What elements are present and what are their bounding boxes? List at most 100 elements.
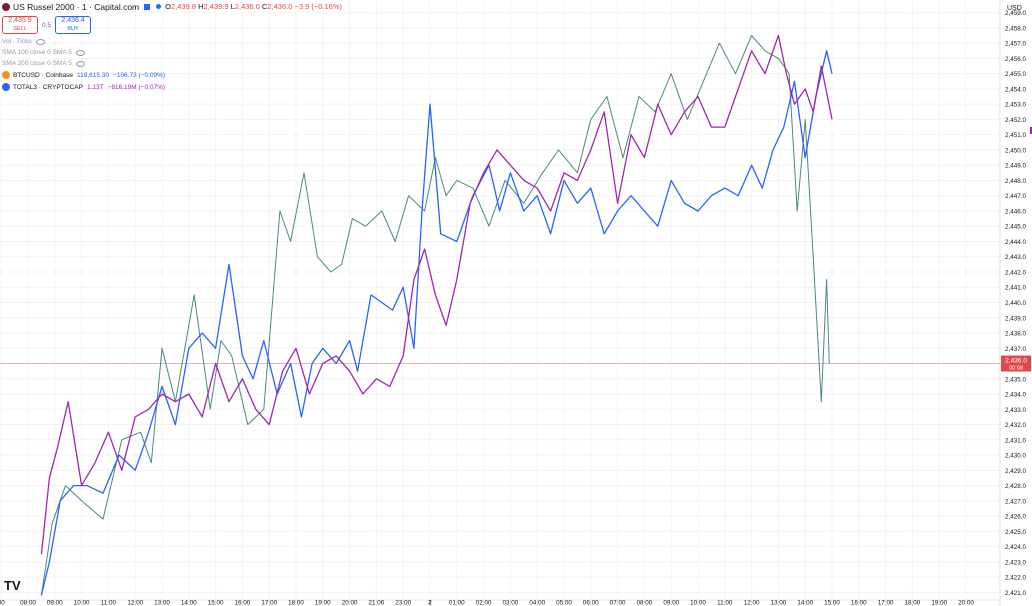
y-tick-label: 2,438.0 (1005, 331, 1027, 338)
y-tick-label: 2,458.0 (1005, 25, 1027, 32)
y-tick-label: 2,443.0 (1005, 254, 1027, 261)
y-tick-label: 2,452.0 (1005, 117, 1027, 124)
eye-icon[interactable] (75, 60, 85, 67)
x-tick-label: 13:00 (771, 600, 787, 606)
y-tick-label: 2,430.0 (1005, 453, 1027, 460)
y-tick-label: 2,424.0 (1005, 544, 1027, 551)
indicator-volume[interactable]: Vol · Ticks (2, 36, 342, 47)
y-tick-label: 2,439.0 (1005, 315, 1027, 322)
y-tick-label: 2,450.0 (1005, 147, 1027, 154)
overlay-total3[interactable]: TOTAL3 · CRYPTOCAP 1.13T −816.19M (−0.07… (2, 81, 342, 93)
y-tick-label: 2,421.0 (1005, 590, 1027, 597)
x-tick-label: 2 (428, 600, 432, 606)
x-tick-label: 23:00 (395, 600, 411, 606)
sell-button[interactable]: 2,435.9 SELL (2, 16, 38, 34)
y-tick-label: 2,448.0 (1005, 178, 1027, 185)
y-tick-label: 2,426.0 (1005, 514, 1027, 521)
trade-buttons: 2,435.9 SELL 0.5 2,436.4 BUY (2, 14, 342, 36)
x-tick-label: 10:00 (690, 600, 706, 606)
indicator-sma-200[interactable]: SMA 200 close 0 SMA 5 (2, 58, 342, 69)
x-tick-label: 14:00 (181, 600, 197, 606)
x-tick-label: 03:00 (503, 600, 519, 606)
x-tick-label: 15:00 (208, 600, 224, 606)
y-tick-label: 2,429.0 (1005, 468, 1027, 475)
tradingview-logo-icon[interactable]: TV (4, 578, 21, 593)
price-tag-value: 2,436.0 (1005, 358, 1027, 365)
y-tick-label: 2,451.0 (1005, 132, 1027, 139)
x-axis: 00 08:00 09:00 10:00 11:00 12:00 13:00 14:00 15:… (0, 600, 974, 606)
x-tick-label: 11:00 (101, 600, 117, 606)
x-tick-label: 17:00 (878, 600, 894, 606)
y-tick-label: 2,442.0 (1005, 269, 1027, 276)
ohlc-values: O2,439.8 H2,439.9 L2,436.0 C2,436.0 −3.9… (165, 2, 343, 11)
market-status-dot-icon (156, 4, 162, 9)
x-tick-label: 01:00 (449, 600, 465, 606)
y-tick-label: 2,435.0 (1005, 376, 1027, 383)
indicator-sma-100[interactable]: SMA 100 close 0 SMA 5 (2, 47, 342, 58)
y-tick-label: 2,454.0 (1005, 86, 1027, 93)
series-line-2 (40, 34, 833, 555)
x-tick-label: 00 (0, 600, 5, 606)
chart-legend: US Russel 2000 · 1 · Capital.com O2,439.… (2, 0, 342, 93)
series-line-0 (40, 35, 830, 596)
x-tick-label: 19:00 (931, 600, 947, 606)
x-tick-label: 16:00 (851, 600, 867, 606)
y-tick-label: 2,456.0 (1005, 56, 1027, 63)
x-tick-label: 12:00 (744, 600, 760, 606)
y-tick-label: 2,432.0 (1005, 422, 1027, 429)
x-tick-label: 17:00 (261, 600, 277, 606)
y-tick-label: 2,444.0 (1005, 239, 1027, 246)
y-axis-label: USD (1007, 5, 1022, 12)
x-tick-label: 04:00 (529, 600, 545, 606)
y-tick-label: 2,441.0 (1005, 285, 1027, 292)
y-tick-label: 2,457.0 (1005, 41, 1027, 48)
overlay-btcusd[interactable]: BTCUSD · Coinbase 119,615.30 −106.73 (−0… (2, 69, 342, 81)
x-tick-label: 07:00 (610, 600, 626, 606)
x-tick-label: 21:06 (369, 600, 385, 606)
x-tick-label: 10:00 (74, 600, 90, 606)
y-tick-label: 2,433.0 (1005, 407, 1027, 414)
x-tick-label: 11:00 (717, 600, 733, 606)
x-tick-label: 12:00 (127, 600, 143, 606)
bitcoin-icon (2, 71, 10, 79)
capital-com-logo-icon (2, 2, 10, 11)
ohlc-change: −3.9 (−0.16%) (294, 2, 343, 11)
y-tick-label: 2,453.0 (1005, 102, 1027, 109)
x-tick-label: 08:00 (20, 600, 36, 606)
y-tick-label: 2,428.0 (1005, 483, 1027, 490)
y-tick-label: 2,447.0 (1005, 193, 1027, 200)
symbol-header: US Russel 2000 · 1 · Capital.com O2,439.… (2, 0, 342, 13)
overlay-scale-marker (1030, 127, 1032, 134)
buy-button[interactable]: 2,436.4 BUY (55, 16, 92, 34)
spread-value: 0.5 (42, 21, 52, 29)
symbol-title[interactable]: US Russel 2000 · 1 · Capital.com (13, 1, 140, 12)
x-tick-label: 13:00 (154, 600, 170, 606)
x-tick-label: 20:00 (342, 600, 358, 606)
x-tick-label: 08:00 (637, 600, 653, 606)
price-tag-time: 00:08 (1009, 366, 1023, 372)
price-tag: 2,436.0 00:08 (1001, 355, 1031, 372)
eye-icon[interactable] (35, 38, 45, 45)
x-tick-label: 05:00 (556, 600, 572, 606)
y-tick-label: 2,437.0 (1005, 346, 1027, 353)
x-tick-label: 15:00 (824, 600, 840, 606)
x-tick-label: 16:00 (235, 600, 251, 606)
y-tick-label: 2,431.0 (1005, 437, 1027, 444)
grid-lines (0, 0, 1000, 600)
x-tick-label: 14:00 (797, 600, 813, 606)
x-tick-label: 20:00 (958, 600, 974, 606)
y-tick-label: 2,455.0 (1005, 71, 1027, 78)
y-tick-label: 2,427.0 (1005, 498, 1027, 505)
series-line-1 (40, 50, 833, 596)
flag-icon[interactable] (144, 3, 151, 10)
y-axis: 2,421.0 2,422.0 2,423.0 2,424.0 2,425.0 2,426… (1005, 10, 1027, 597)
x-tick-label: 18:00 (288, 600, 304, 606)
y-tick-label: 2,425.0 (1005, 529, 1027, 536)
eye-icon[interactable] (75, 49, 85, 56)
y-tick-label: 2,423.0 (1005, 559, 1027, 566)
y-tick-label: 2,422.0 (1005, 575, 1027, 582)
y-tick-label: 2,459.0 (1005, 10, 1027, 17)
x-tick-label: 18:00 (905, 600, 921, 606)
y-tick-label: 2,445.0 (1005, 224, 1027, 231)
